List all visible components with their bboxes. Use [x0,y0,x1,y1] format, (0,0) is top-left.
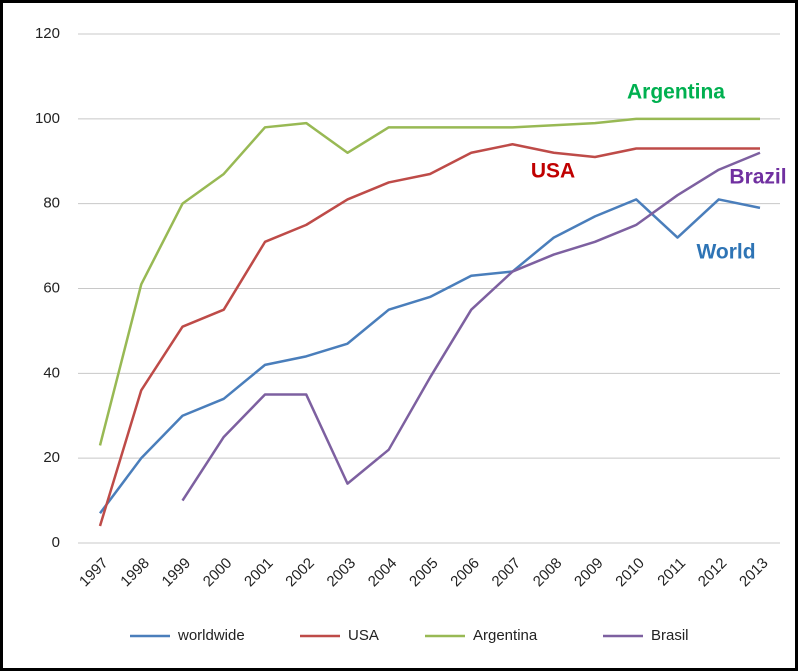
y-tick-label: 120 [35,25,60,42]
annotation: World [696,241,755,264]
y-tick-label: 60 [43,279,60,296]
y-tick-label: 0 [52,534,60,551]
legend-label: Brasil [651,627,689,644]
y-tick-label: 20 [43,449,60,466]
y-tick-label: 100 [35,110,60,127]
annotation: Brazil [729,166,786,189]
legend-label: Argentina [473,627,538,644]
line-series [98,198,761,515]
legend-label: USA [348,627,379,644]
line-series [98,117,760,446]
legend-label: worldwide [177,627,245,644]
line-series [98,143,760,527]
line-series [181,151,761,502]
annotation: USA [531,160,575,183]
y-tick-label: 40 [43,364,60,381]
y-tick-label: 80 [43,195,60,212]
annotation: Argentina [627,81,725,104]
